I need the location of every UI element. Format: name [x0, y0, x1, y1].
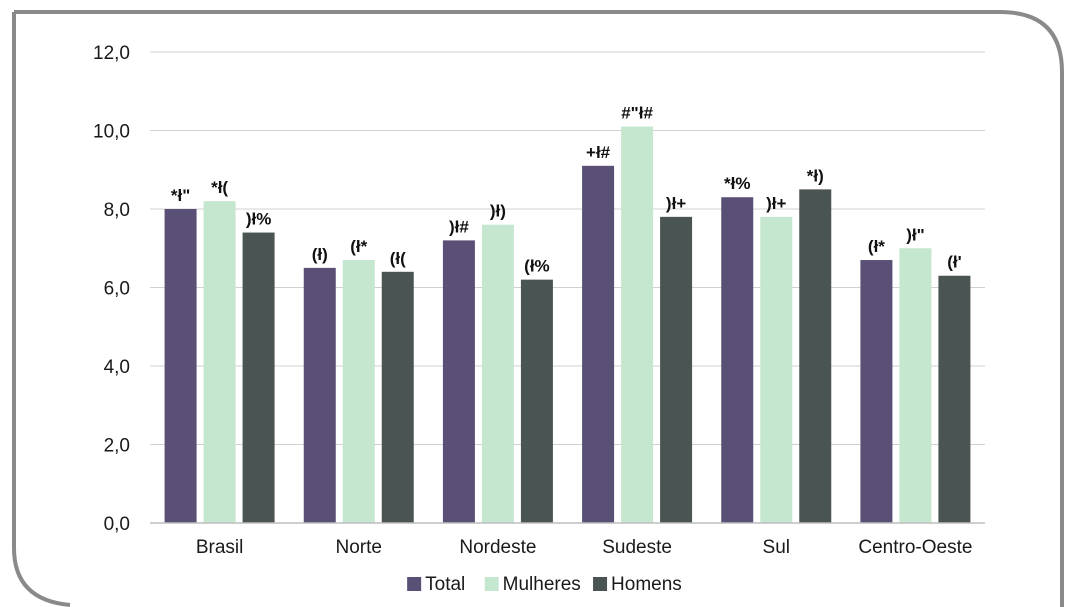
bar [621, 126, 654, 523]
bar [381, 271, 414, 523]
bar [760, 216, 793, 523]
data-label: *ł% [724, 174, 750, 193]
y-axis-ticks: 0,0 2,0 4,0 6,0 8,0 10,0 12,0 [93, 43, 130, 535]
bar [860, 260, 893, 523]
bar [899, 248, 932, 523]
data-label: )ł# [449, 217, 469, 236]
data-label: (ł* [350, 237, 367, 256]
legend-swatch [407, 577, 422, 591]
category-label: Brasil [196, 537, 244, 558]
category-label: Norte [336, 537, 382, 558]
data-label: )ł+ [666, 194, 686, 213]
data-label: +ł# [586, 143, 611, 162]
category-label: Sul [763, 537, 790, 558]
y-tick-label: 12,0 [93, 43, 130, 64]
data-label: #"ł# [621, 104, 653, 123]
y-tick-label: 8,0 [104, 200, 130, 221]
frame-border [12, 10, 1064, 607]
legend-swatch [484, 577, 499, 591]
category-labels: Brasil Norte Nordeste Sudeste Sul Centro-Oest… [196, 537, 973, 558]
data-label: (ł' [947, 253, 961, 272]
data-label: (ł) [312, 245, 328, 264]
data-label: (ł% [524, 257, 550, 276]
data-label: *ł( [211, 178, 228, 197]
legend-label: Mulheres [503, 574, 581, 595]
bar [799, 189, 832, 523]
category-label: Nordeste [459, 537, 536, 558]
category-label: Sudeste [602, 537, 672, 558]
bar [582, 165, 615, 523]
data-labels: *ł" *ł( )ł% (ł) (ł* (ł( )ł# )ł) (ł% +ł# #"ł# )ł+ *ł%… [171, 104, 962, 276]
bar [342, 260, 375, 523]
y-tick-label: 6,0 [104, 279, 130, 300]
y-tick-label: 0,0 [104, 514, 130, 535]
data-label: (ł* [868, 237, 885, 256]
bar [203, 201, 236, 523]
data-label: )ł" [906, 225, 924, 244]
bar [520, 279, 553, 523]
data-label: )ł+ [766, 194, 786, 213]
data-label: )ł% [246, 210, 272, 229]
legend-swatch [593, 577, 608, 591]
data-label: *ł" [171, 186, 190, 205]
data-label: *ł) [807, 166, 824, 185]
y-tick-label: 2,0 [104, 436, 130, 457]
y-tick-label: 4,0 [104, 357, 130, 378]
y-tick-label: 10,0 [93, 122, 130, 143]
bar [442, 240, 475, 523]
bar [721, 197, 754, 523]
data-label: )ł) [490, 202, 506, 221]
bar [303, 267, 336, 523]
bar [164, 209, 197, 523]
data-label: (ł( [390, 249, 406, 268]
bar [660, 216, 693, 523]
category-label: Centro-Oeste [858, 537, 972, 558]
bar [481, 224, 514, 523]
legend: Total Mulheres Homens [407, 574, 682, 595]
bar [938, 275, 971, 523]
bars [164, 126, 971, 524]
gridlines [150, 51, 985, 445]
legend-label: Total [425, 574, 465, 595]
bar [242, 232, 275, 524]
legend-label: Homens [611, 574, 682, 595]
